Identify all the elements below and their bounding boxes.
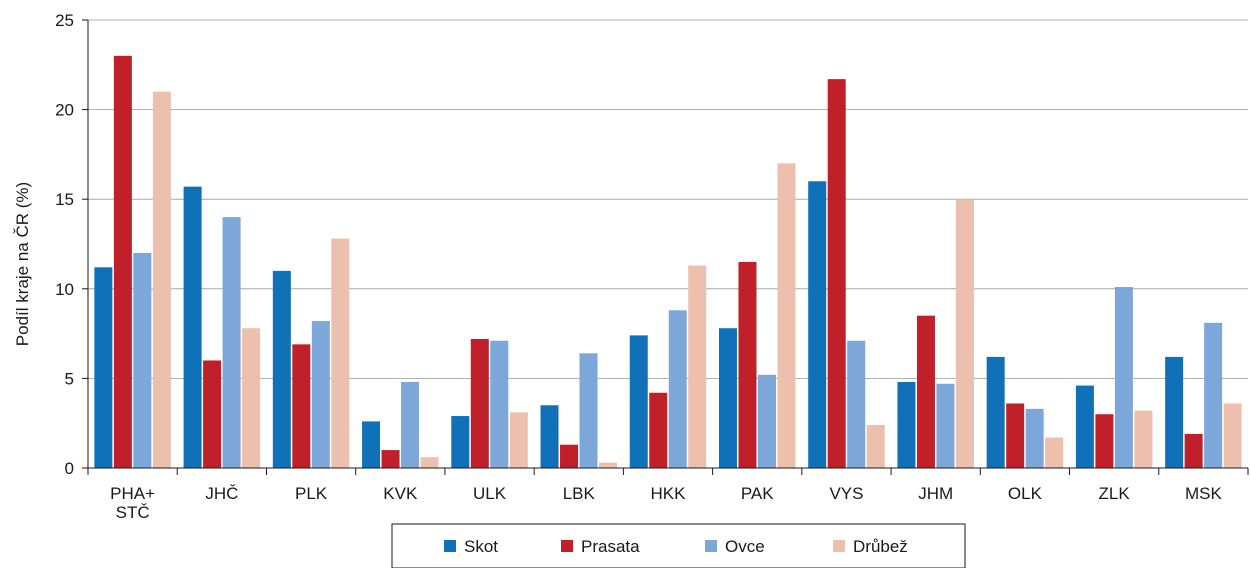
y-tick-label-25: 25 <box>55 11 74 30</box>
legend-label-prasata: Prasata <box>581 537 640 556</box>
x-tick-label: MSK <box>1185 484 1223 503</box>
bar-prasata-11 <box>1095 414 1114 468</box>
bar-drůbež-8 <box>866 424 885 468</box>
x-tick-label: PAK <box>741 484 774 503</box>
x-tick-label: LBK <box>563 484 596 503</box>
x-tick-label: PHA+ <box>110 484 155 503</box>
x-tick-label: VYS <box>829 484 863 503</box>
bar-ovce-2 <box>311 321 330 468</box>
bar-skot-5 <box>540 405 559 468</box>
bar-drůbež-10 <box>1045 437 1064 468</box>
bar-skot-2 <box>272 270 291 468</box>
legend-items: Skot Prasata Ovce Drůbež <box>444 537 908 556</box>
bar-ovce-9 <box>936 383 955 468</box>
bars <box>94 55 1242 469</box>
bar-drůbež-9 <box>955 199 974 468</box>
bar-prasata-2 <box>292 344 311 468</box>
bar-prasata-5 <box>560 444 579 468</box>
bar-skot-8 <box>808 181 827 468</box>
bar-prasata-3 <box>381 450 400 468</box>
bar-skot-4 <box>451 416 470 468</box>
axes <box>82 19 1249 475</box>
bar-skot-0 <box>94 267 113 468</box>
legend-box <box>391 523 966 568</box>
legend-swatch-prasata <box>561 540 573 552</box>
bar-ovce-7 <box>757 374 776 468</box>
bar-drůbež-3 <box>420 457 439 468</box>
x-tick-label: OLK <box>1008 484 1043 503</box>
bar-prasata-0 <box>113 55 132 469</box>
bar-prasata-4 <box>470 338 489 468</box>
bar-prasata-7 <box>738 261 757 468</box>
y-tick-labels: 0 5 10 15 20 25 <box>55 11 74 478</box>
legend-label-drůbež: Drůbež <box>853 537 908 556</box>
x-tick-label: ZLK <box>1099 484 1131 503</box>
bar-ovce-11 <box>1114 287 1133 468</box>
bar-ovce-8 <box>847 340 866 468</box>
bar-prasata-6 <box>649 392 668 468</box>
bar-ovce-3 <box>401 381 420 468</box>
bar-ovce-10 <box>1025 408 1044 468</box>
x-tick-label: JHČ <box>205 484 238 503</box>
legend-swatch-skot <box>444 540 456 552</box>
y-tick-label-5: 5 <box>65 369 74 388</box>
bar-drůbež-7 <box>777 163 796 469</box>
bar-drůbež-5 <box>599 462 618 468</box>
y-tick-label-20: 20 <box>55 101 74 120</box>
bar-skot-11 <box>1075 385 1094 468</box>
bar-prasata-8 <box>827 79 846 469</box>
x-tick-label: PLK <box>295 484 328 503</box>
bar-prasata-9 <box>916 315 935 468</box>
bar-prasata-12 <box>1184 433 1203 468</box>
x-tick-labels: PHA+STČ JHČ PLK KVK ULK LBK HKK PAK VYS JHM OLK ZLK… <box>110 484 1222 522</box>
bar-prasata-10 <box>1006 403 1025 468</box>
bar-drůbež-6 <box>688 265 707 468</box>
bar-skot-6 <box>629 335 648 468</box>
bar-ovce-5 <box>579 353 598 468</box>
legend: Skot Prasata Ovce Drůbež <box>391 523 966 568</box>
bar-prasata-1 <box>203 360 222 468</box>
x-tick-label: ULK <box>473 484 507 503</box>
bar-drůbež-11 <box>1134 410 1153 468</box>
legend-swatch-drůbež <box>833 540 845 552</box>
x-tick-label: HKK <box>651 484 687 503</box>
bar-drůbež-2 <box>331 238 350 468</box>
x-tick-label: KVK <box>383 484 418 503</box>
bar-drůbež-12 <box>1223 403 1242 468</box>
bar-drůbež-1 <box>242 328 261 468</box>
y-tick-label-0: 0 <box>65 459 74 478</box>
y-tick-label-10: 10 <box>55 280 74 299</box>
gridlines <box>88 19 1248 379</box>
bar-drůbež-0 <box>152 91 171 469</box>
x-tick-label: JHM <box>918 484 953 503</box>
bar-skot-10 <box>986 356 1005 468</box>
bar-skot-1 <box>183 186 202 468</box>
x-tick-label: STČ <box>116 503 150 522</box>
bar-skot-12 <box>1165 356 1184 468</box>
y-tick-label-15: 15 <box>55 190 74 209</box>
legend-label-skot: Skot <box>464 537 498 556</box>
bar-ovce-12 <box>1204 322 1223 468</box>
bar-skot-7 <box>718 328 737 468</box>
legend-label-ovce: Ovce <box>725 537 765 556</box>
bar-skot-9 <box>897 381 916 468</box>
bar-ovce-6 <box>668 310 687 468</box>
bar-ovce-0 <box>133 252 152 468</box>
bar-ovce-1 <box>222 217 241 468</box>
legend-swatch-ovce <box>705 540 717 552</box>
bar-drůbež-4 <box>509 412 528 468</box>
bar-ovce-4 <box>490 340 509 468</box>
bar-skot-3 <box>362 421 381 468</box>
y-axis-title: Podíl kraje na ČR (%) <box>13 182 32 346</box>
